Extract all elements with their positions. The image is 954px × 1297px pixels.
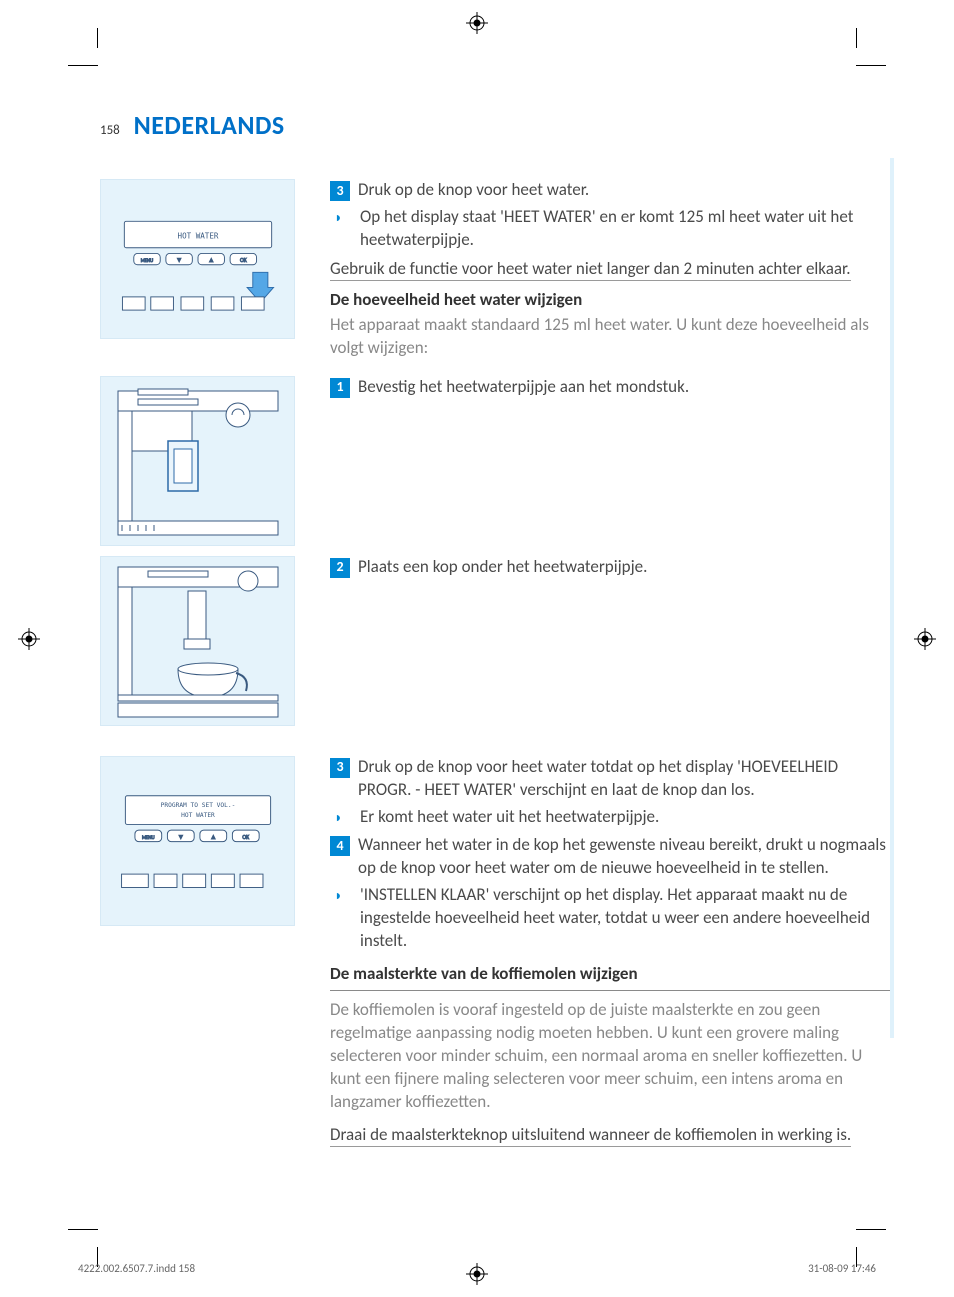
- block-4: PROGRAM TO SET VOL.- HOT WATER MENU ▼ ▲ …: [100, 756, 894, 1153]
- registration-mark-icon: [466, 12, 488, 34]
- machine-cup-icon: [108, 561, 288, 721]
- result-bullet: ◗ 'INSTELLEN KLAAR' verschijnt op het di…: [330, 884, 894, 953]
- step-number-badge: 3: [330, 181, 350, 201]
- svg-text:MENU: MENU: [142, 835, 155, 841]
- section-heading-grinder: De maalsterkte van de koffiemolen wijzig…: [330, 963, 894, 991]
- result-bullet: ◗ Op het display staat 'HEET WATER' en e…: [330, 206, 894, 252]
- bullet-text: Op het display staat 'HEET WATER' en er …: [360, 206, 894, 252]
- block-3: 2 Plaats een kop onder het heetwaterpijp…: [100, 556, 894, 726]
- sub-description: Het apparaat maakt standaard 125 ml heet…: [330, 314, 894, 360]
- step-3b: 3 Druk op de knop voor heet water totdat…: [330, 756, 894, 802]
- machine-spout-icon: [108, 381, 288, 541]
- svg-text:MENU: MENU: [140, 259, 152, 264]
- bullet-icon: ◗: [334, 809, 352, 828]
- crop-mark-icon: [856, 28, 894, 66]
- block-2: 1 Bevestig het heetwaterpijpje aan het m…: [100, 376, 894, 546]
- svg-text:▲: ▲: [207, 256, 214, 264]
- step-text: Wanneer het water in de kop het gewenste…: [358, 834, 894, 880]
- svg-text:▲: ▲: [209, 833, 216, 841]
- step-number-badge: 2: [330, 558, 350, 578]
- block-1: HOT WATER MENU ▼ ▲ OK: [100, 179, 894, 366]
- subheading: De hoeveelheid heet water wijzigen: [330, 289, 894, 312]
- illustration-program-volume: PROGRAM TO SET VOL.- HOT WATER MENU ▼ ▲ …: [100, 756, 295, 926]
- bullet-icon: ◗: [334, 209, 352, 228]
- crop-mark-icon: [60, 28, 98, 66]
- step-4: 4 Wanneer het water in de kop het gewens…: [330, 834, 894, 880]
- bullet-icon: ◗: [334, 887, 352, 906]
- svg-text:HOT WATER: HOT WATER: [177, 231, 218, 240]
- footer-timestamp: 31-08-09 17:46: [808, 1262, 876, 1277]
- step-number-badge: 3: [330, 758, 350, 778]
- bullet-text: Er komt heet water uit het heetwaterpijp…: [360, 806, 894, 829]
- step-text: Plaats een kop onder het heetwaterpijpje…: [358, 556, 894, 579]
- page-header: 158 NEDERLANDS: [100, 108, 894, 143]
- step-text: Bevestig het heetwaterpijpje aan het mon…: [358, 376, 894, 399]
- display-panel-icon: HOT WATER MENU ▼ ▲ OK: [113, 193, 283, 325]
- svg-text:PROGRAM TO SET VOL.-: PROGRAM TO SET VOL.-: [160, 802, 235, 809]
- svg-text:OK: OK: [239, 257, 246, 264]
- step-1: 1 Bevestig het heetwaterpijpje aan het m…: [330, 376, 894, 399]
- page-number: 158: [100, 123, 120, 138]
- step-3: 3 Druk op de knop voor heet water.: [330, 179, 894, 202]
- result-bullet: ◗ Er komt heet water uit het heetwaterpi…: [330, 806, 894, 829]
- svg-text:OK: OK: [242, 834, 249, 841]
- step-text: Druk op de knop voor heet water totdat o…: [358, 756, 894, 802]
- grinder-note: Draai de maalsterkteknop uitsluitend wan…: [330, 1124, 894, 1147]
- side-rule: [890, 158, 894, 1038]
- language-title: NEDERLANDS: [134, 109, 285, 141]
- footer-file: 4222.002.6507.7.indd 158: [78, 1262, 195, 1277]
- usage-note: Gebruik de functie voor heet water niet …: [330, 258, 894, 281]
- bullet-text: 'INSTELLEN KLAAR' verschijnt op het disp…: [360, 884, 894, 953]
- step-number-badge: 4: [330, 836, 350, 856]
- svg-text:HOT WATER: HOT WATER: [181, 812, 215, 819]
- print-footer: 4222.002.6507.7.indd 158 31-08-09 17:46: [78, 1262, 876, 1277]
- illustration-place-cup: [100, 556, 295, 726]
- display-program-icon: PROGRAM TO SET VOL.- HOT WATER MENU ▼ ▲ …: [112, 769, 284, 912]
- grinder-paragraph: De koffiemolen is vooraf ingesteld op de…: [330, 999, 894, 1114]
- registration-mark-icon: [18, 628, 40, 650]
- svg-text:▼: ▼: [175, 256, 182, 264]
- illustration-display-panel: HOT WATER MENU ▼ ▲ OK: [100, 179, 295, 339]
- step-text: Druk op de knop voor heet water.: [358, 179, 894, 202]
- illustration-attach-spout: [100, 376, 295, 546]
- registration-mark-icon: [914, 628, 936, 650]
- step-2: 2 Plaats een kop onder het heetwaterpijp…: [330, 556, 894, 579]
- page-body: 158 NEDERLANDS HOT WATER MENU ▼ ▲ OK: [100, 108, 894, 1237]
- svg-text:▼: ▼: [177, 833, 184, 841]
- step-number-badge: 1: [330, 378, 350, 398]
